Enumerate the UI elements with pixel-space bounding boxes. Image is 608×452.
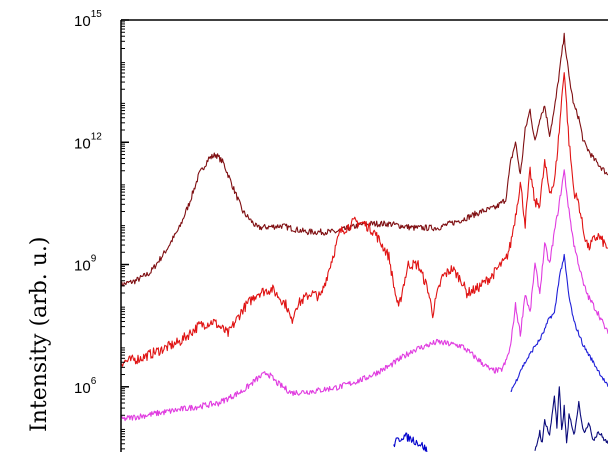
y-tick-label: 106 [74, 376, 97, 397]
y-tick-label: 1015 [74, 9, 102, 30]
y-minor-ticks [121, 21, 125, 450]
series-line [510, 253, 608, 392]
y-tick-label: 1012 [74, 131, 102, 152]
series-line [120, 169, 608, 422]
series-line [120, 32, 608, 289]
series-group [120, 32, 608, 452]
y-tick-labels: 1015 1012 109 106 [74, 9, 129, 397]
series-line [393, 432, 428, 452]
y-tick-label: 109 [74, 254, 97, 275]
series-line [120, 72, 608, 367]
y-axis-label: Intensity (arb. u.) [27, 236, 52, 432]
series-line [534, 386, 608, 451]
